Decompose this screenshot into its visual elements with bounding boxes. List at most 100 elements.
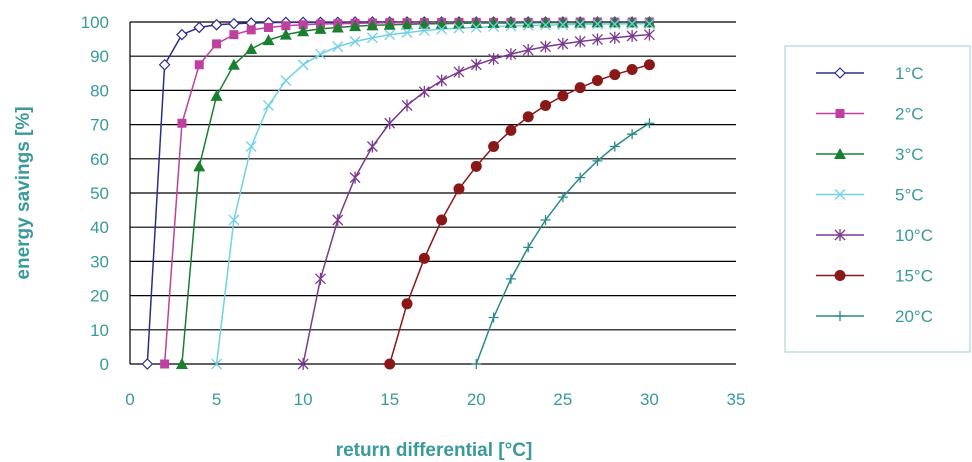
data-point-10c xyxy=(314,272,326,285)
data-point-3c xyxy=(487,17,500,29)
data-point-15c xyxy=(418,252,430,264)
data-point-15c xyxy=(609,69,621,81)
legend-marker-1c xyxy=(834,67,846,79)
data-point-20c xyxy=(557,192,568,203)
data-point-15c xyxy=(488,140,500,152)
legend: 1°C 2°C 3°C 5°C 10°C 15°C 20°C xyxy=(784,45,971,353)
x-axis-ticks: 0 5 10 15 20 25 30 35 xyxy=(125,390,745,409)
data-point-15c xyxy=(505,124,517,136)
data-point-10c xyxy=(643,28,655,41)
data-point-5c xyxy=(505,20,517,32)
x-tick-label: 30 xyxy=(640,390,659,409)
series-line-15c xyxy=(388,64,650,365)
data-point-5c xyxy=(297,59,309,71)
data-point-15c xyxy=(557,90,569,102)
data-point-10c xyxy=(470,58,482,71)
data-point-2c xyxy=(298,20,308,30)
data-point-1c xyxy=(158,58,171,71)
y-tick-label: 0 xyxy=(100,355,109,374)
data-point-15c xyxy=(643,59,655,71)
data-point-3c xyxy=(608,16,621,28)
data-point-10c xyxy=(557,37,569,50)
data-point-3c xyxy=(643,16,656,28)
legend-marker-3c xyxy=(834,148,846,159)
data-point-3c xyxy=(556,16,569,28)
data-point-3c xyxy=(504,17,517,29)
data-point-10c xyxy=(609,31,621,44)
y-axis-title: energy savings [%] xyxy=(13,106,34,279)
data-point-20c xyxy=(627,129,638,140)
legend-marker-5c xyxy=(834,189,846,200)
legend-label-3c: 3°C xyxy=(895,145,924,164)
data-point-3c xyxy=(262,34,275,46)
data-point-3c xyxy=(227,58,240,70)
y-axis-ticks: 0 10 20 30 40 50 60 70 80 90 100 xyxy=(81,13,109,374)
data-point-2c xyxy=(160,359,170,369)
data-point-3c xyxy=(279,28,292,40)
legend-marker-2c xyxy=(835,109,845,118)
data-point-5c xyxy=(280,75,292,86)
data-point-20c xyxy=(644,118,655,129)
data-point-10c xyxy=(592,33,603,46)
data-point-15c xyxy=(384,358,396,370)
data-point-5c xyxy=(643,18,655,30)
x-tick-label: 0 xyxy=(125,390,134,409)
data-point-10c xyxy=(436,74,448,87)
data-point-5c xyxy=(418,25,430,37)
legend-label-2c: 2°C xyxy=(895,105,924,124)
data-point-1c xyxy=(176,28,188,41)
series-line-3c xyxy=(181,21,650,365)
data-point-10c xyxy=(540,40,552,53)
data-point-3c xyxy=(522,16,535,28)
data-point-20c xyxy=(575,172,586,183)
data-point-20c xyxy=(592,155,603,166)
data-point-1c xyxy=(141,358,154,370)
data-point-5c xyxy=(574,18,586,30)
y-tick-label: 100 xyxy=(81,13,109,32)
data-point-5c xyxy=(314,48,326,60)
data-point-3c xyxy=(245,43,258,55)
data-point-20c xyxy=(609,141,620,152)
x-tick-label: 20 xyxy=(467,390,486,409)
data-point-5c xyxy=(470,22,482,33)
x-tick-label: 35 xyxy=(727,390,746,409)
data-point-15c xyxy=(591,74,603,86)
y-tick-label: 10 xyxy=(90,321,109,340)
data-point-5c xyxy=(384,29,396,41)
data-point-10c xyxy=(418,85,430,98)
legend-marker-10c xyxy=(834,229,846,241)
data-point-5c xyxy=(228,214,240,226)
data-point-10c xyxy=(574,35,586,48)
x-tick-label: 25 xyxy=(553,390,572,409)
data-point-1c xyxy=(210,18,223,31)
legend-label-10c: 10°C xyxy=(895,226,933,245)
data-point-15c xyxy=(626,64,638,76)
data-point-15c xyxy=(540,99,552,111)
data-point-5c xyxy=(366,32,378,44)
x-tick-label: 5 xyxy=(212,390,221,409)
series-line-5c xyxy=(215,22,650,365)
y-tick-label: 90 xyxy=(90,47,109,66)
data-point-2c xyxy=(229,30,239,40)
data-point-3c xyxy=(175,358,188,369)
data-point-5c xyxy=(263,99,274,111)
data-point-3c xyxy=(314,22,327,34)
legend-label-5c: 5°C xyxy=(895,186,924,205)
data-point-5c xyxy=(401,27,413,39)
data-point-15c xyxy=(453,183,465,195)
data-point-5c xyxy=(453,22,465,34)
data-point-3c xyxy=(401,18,414,30)
y-tick-label: 50 xyxy=(90,184,109,203)
data-point-3c xyxy=(193,160,206,172)
data-point-2c xyxy=(194,60,204,70)
data-point-5c xyxy=(522,19,534,31)
legend-label-15c: 15°C xyxy=(895,267,933,286)
data-point-2c xyxy=(281,21,291,31)
data-point-5c xyxy=(540,19,552,31)
data-point-15c xyxy=(436,214,448,226)
data-point-10c xyxy=(505,48,517,61)
y-tick-label: 60 xyxy=(90,150,109,169)
data-point-5c xyxy=(592,18,603,30)
data-point-10c xyxy=(366,140,378,153)
y-tick-label: 40 xyxy=(90,218,109,237)
